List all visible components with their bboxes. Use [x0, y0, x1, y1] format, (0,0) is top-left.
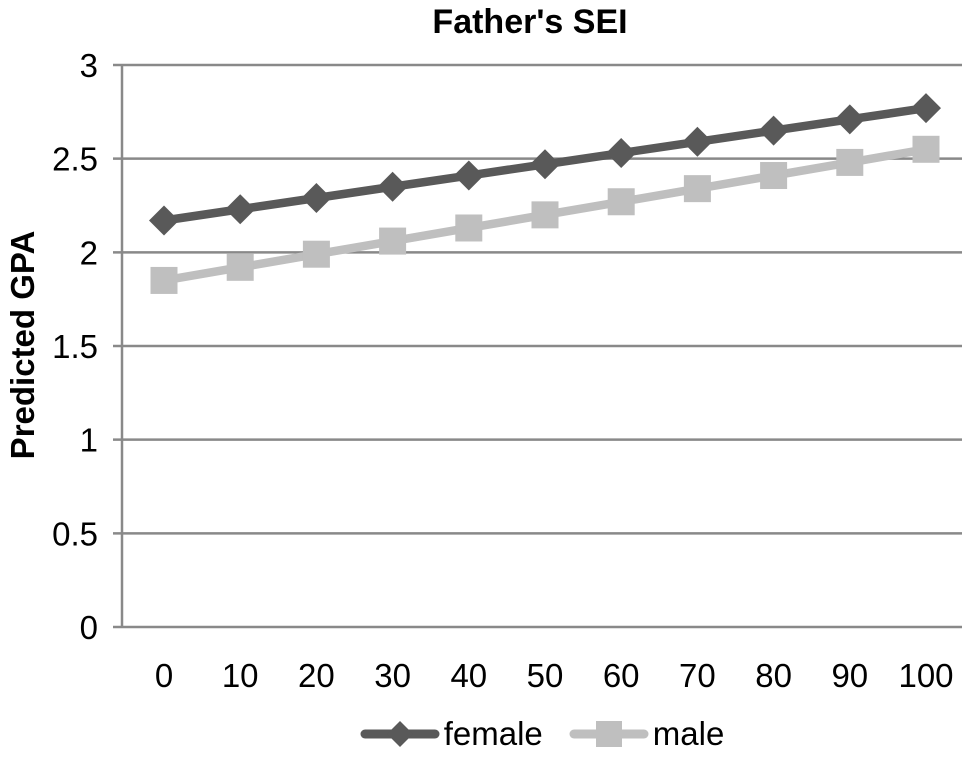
y-tick-label: 3 — [80, 47, 98, 84]
male-point-marker — [226, 253, 254, 281]
male-point-marker — [760, 162, 788, 190]
x-tick-label: 20 — [298, 657, 335, 694]
chart-title: Father's SEI — [432, 3, 628, 41]
series-female — [149, 93, 941, 236]
female-point-marker — [530, 149, 560, 180]
y-tick-label: 0.5 — [52, 515, 98, 552]
male-point-marker — [150, 266, 178, 294]
male-point-marker — [683, 175, 711, 203]
legend: female male — [122, 714, 962, 754]
plot-area: 00.511.522.530 10 20 30 40 50 60 70 80 90 100 — [52, 47, 962, 694]
legend-label-male: male — [652, 715, 725, 752]
male-swatch-marker — [595, 721, 622, 747]
x-tick-label: 70 — [679, 657, 716, 694]
female-point-marker — [301, 183, 332, 214]
male-point-marker — [455, 214, 483, 242]
legend-item-male: male — [569, 714, 725, 754]
legend-swatch-male — [569, 721, 649, 747]
x-tick-label: 60 — [603, 657, 640, 694]
female-point-marker — [225, 194, 256, 225]
female-point-marker — [149, 205, 179, 236]
female-point-marker — [911, 93, 941, 124]
x-tick-label: 90 — [831, 657, 868, 694]
male-point-marker — [912, 135, 940, 163]
female-point-marker — [682, 126, 713, 157]
legend-item-female: female — [360, 714, 543, 754]
male-point-marker — [302, 240, 330, 268]
legend-swatch-female — [360, 721, 440, 747]
y-tick-label: 0 — [80, 609, 98, 646]
male-point-marker — [531, 201, 559, 229]
series-male — [150, 135, 940, 294]
male-point-marker — [607, 188, 635, 216]
female-point-marker — [834, 104, 865, 135]
x-tick-label: 0 — [155, 657, 173, 694]
x-tick-label: 80 — [755, 657, 792, 694]
x-tick-label: 50 — [527, 657, 564, 694]
male-point-marker — [836, 148, 864, 176]
y-tick-label: 2.5 — [52, 141, 98, 178]
female-point-marker — [377, 171, 408, 202]
x-tick-label: 100 — [898, 657, 953, 694]
x-tick-label: 30 — [374, 657, 411, 694]
y-tick-label: 1 — [80, 422, 98, 459]
legend-label-female: female — [443, 715, 543, 752]
y-tick-label: 1.5 — [52, 328, 98, 365]
female-point-marker — [453, 160, 484, 191]
x-tick-label: 10 — [222, 657, 259, 694]
male-point-marker — [379, 227, 407, 255]
female-swatch-marker — [386, 721, 413, 747]
y-tick-label: 2 — [80, 234, 98, 271]
female-point-marker — [606, 138, 637, 169]
female-point-marker — [758, 115, 789, 146]
x-tick-label: 40 — [450, 657, 487, 694]
